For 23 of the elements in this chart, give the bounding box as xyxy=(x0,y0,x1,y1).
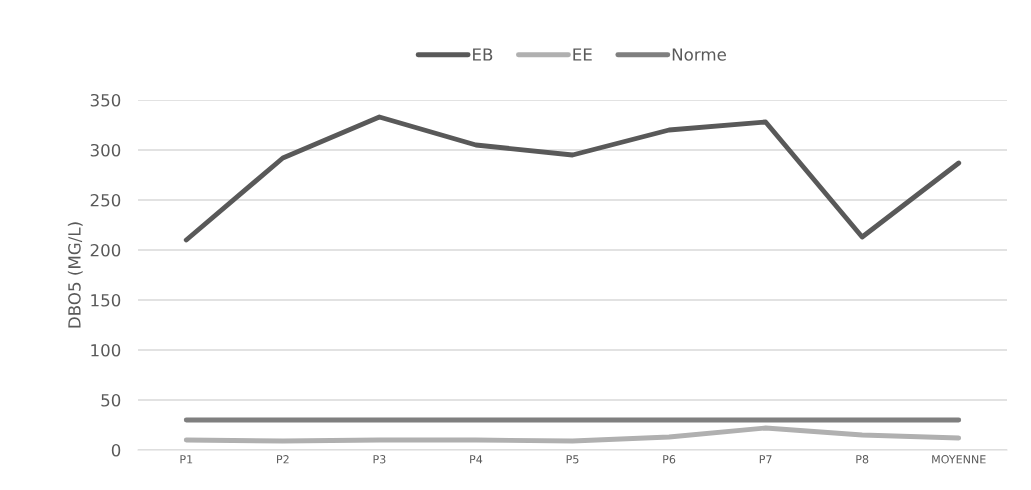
x-tick-label: P3 xyxy=(373,455,386,464)
x-tick-label: P1 xyxy=(180,455,193,464)
y-axis-title: DBO5 (MG/L) xyxy=(67,222,83,328)
legend-label: EB xyxy=(473,48,493,61)
x-tick-label: P5 xyxy=(566,455,579,464)
y-tick-label: 50 xyxy=(101,393,121,407)
y-tick-label: 0 xyxy=(111,443,121,457)
line-series xyxy=(183,114,962,243)
x-tick-label: P2 xyxy=(277,455,289,464)
x-tick-label: MOYENNE xyxy=(932,455,986,464)
x-tick-label: P7 xyxy=(759,455,772,464)
y-tick-label: 200 xyxy=(90,243,121,257)
y-tick-label: 350 xyxy=(90,93,121,107)
y-tick-label: 100 xyxy=(91,343,121,357)
y-tick-label: 300 xyxy=(90,143,121,157)
legend-label: Norme xyxy=(672,48,726,61)
legend-label: EE xyxy=(573,48,592,61)
line-series xyxy=(183,425,962,444)
x-tick-label: P6 xyxy=(663,455,676,464)
x-tick-label: P8 xyxy=(856,455,869,464)
y-tick-label: 250 xyxy=(90,193,121,207)
y-tick-label: 150 xyxy=(91,293,121,307)
x-tick-label: P4 xyxy=(470,455,483,464)
